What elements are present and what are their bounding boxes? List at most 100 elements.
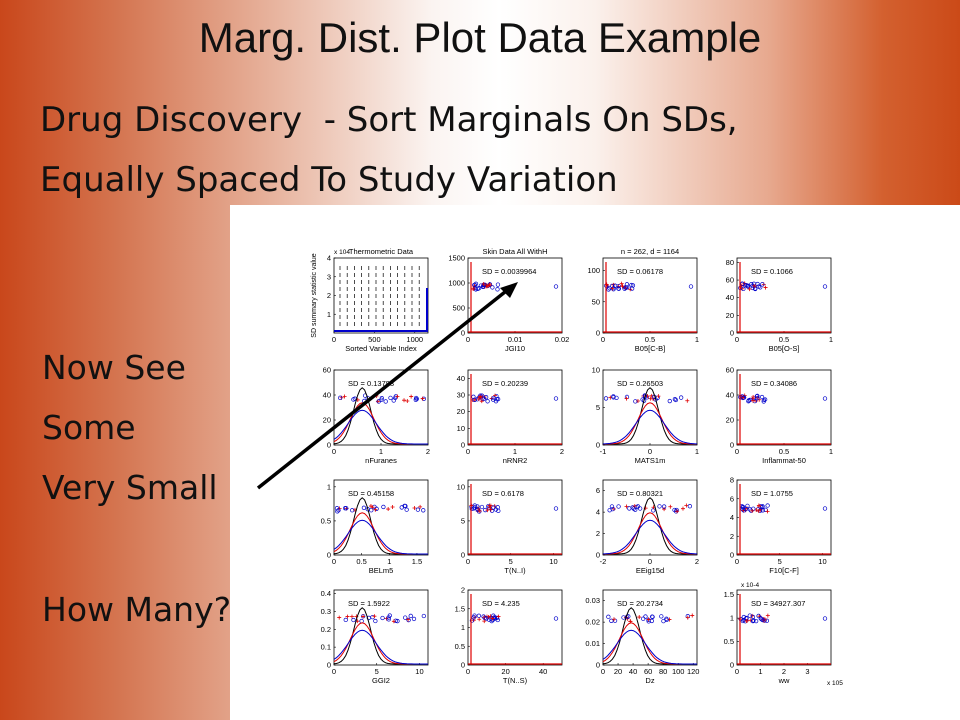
subtitle-line-1: Drug Discovery - Sort Marginals On SDs, — [40, 100, 738, 140]
y-tick-label: 0.5 — [455, 642, 465, 651]
data-point-plus — [405, 398, 410, 403]
data-point-circle — [741, 505, 746, 510]
sd-annotation: SD = 0.34086 — [751, 379, 797, 388]
subplot-title: n = 262, d = 1164 — [621, 247, 679, 256]
data-point-plus — [624, 396, 629, 401]
data-point-circle — [622, 286, 627, 291]
subplot-15: 0 20 40 60 80 100 120 0 0.01 0.02 0.03 Dz SD = 20.27… — [585, 589, 699, 685]
data-point-circle — [491, 505, 496, 510]
data-point-circle — [471, 506, 476, 511]
data-point-circle — [610, 506, 615, 512]
sd-annotation: SD = 4.235 — [482, 599, 520, 608]
x-axis-label: Dz — [645, 676, 654, 685]
data-point-plus — [765, 613, 770, 618]
y-tick-label: 1 — [327, 310, 331, 319]
x-tick-label: 0 — [648, 557, 652, 566]
sd-annotation: SD = 0.6178 — [482, 489, 524, 498]
data-point-plus — [635, 399, 640, 404]
y-tick-label: 8 — [730, 476, 734, 485]
data-point-outlier — [553, 396, 559, 401]
data-point-circle — [381, 504, 386, 510]
data-point-circle — [606, 287, 611, 292]
data-point-circle — [482, 282, 487, 288]
data-point-plus — [496, 614, 501, 619]
x-axis-label: JGI10 — [505, 344, 525, 353]
sd-annotation: SD = 34927.307 — [751, 599, 805, 608]
data-point-circle — [473, 281, 479, 286]
x-tick-label: 1.5 — [412, 557, 422, 566]
data-point-circle — [755, 395, 760, 401]
data-point-plus — [632, 504, 637, 509]
x-axis-label: BELm5 — [369, 566, 394, 575]
subplot-2: 0 0.01 0.02 0 500 1000 1500 JGI10 Skin Data All … — [448, 247, 569, 353]
sd-annotation: SD = 0.20239 — [482, 379, 528, 388]
data-point-circle — [403, 503, 408, 509]
data-point-circle — [650, 614, 655, 619]
data-point-plus — [656, 394, 661, 399]
data-point-plus — [690, 613, 695, 618]
data-point-circle — [659, 614, 664, 619]
x-axis-label: ww — [778, 676, 790, 685]
data-point-circle — [756, 613, 761, 619]
y-tick-label: 0 — [327, 551, 331, 560]
x-axis-label: nFuranes — [365, 456, 397, 465]
data-point-circle — [415, 507, 421, 512]
data-point-circle — [745, 503, 750, 508]
data-point-circle — [413, 397, 418, 402]
data-point-plus — [472, 397, 477, 402]
y-tick-label: 100 — [587, 266, 600, 275]
data-point-circle — [672, 397, 678, 402]
data-point-circle — [762, 397, 768, 402]
data-point-plus — [486, 283, 491, 288]
x-tick-label: 0 — [466, 557, 470, 566]
y-tick-label: 500 — [452, 304, 465, 313]
data-point-circle — [337, 395, 343, 400]
pointer-arrow — [256, 282, 518, 490]
data-point-plus — [680, 506, 685, 511]
x-tick-label: 0 — [735, 447, 739, 456]
data-point-plus — [481, 282, 486, 287]
data-point-circle — [741, 286, 746, 292]
x-tick-label: 2 — [426, 447, 430, 456]
x-tick-label: 1 — [829, 447, 833, 456]
data-point-plus — [349, 614, 354, 619]
x-tick-label: 60 — [644, 667, 652, 676]
y-tick-label: 60 — [726, 366, 734, 375]
y-tick-label: 0.03 — [585, 596, 600, 605]
subtitle-part-b: - Sort Marginals On SDs, — [323, 100, 738, 140]
y-tick-label: 40 — [726, 293, 734, 302]
x-tick-label: 0 — [332, 667, 336, 676]
data-point-plus — [409, 394, 414, 399]
data-point-plus — [488, 505, 493, 510]
data-point-plus — [620, 284, 625, 289]
y-tick-label: 30 — [457, 391, 465, 400]
y-tick-label: 0.4 — [321, 589, 331, 598]
data-point-plus — [750, 508, 755, 513]
y-axis-label: SD summary statistic value — [311, 253, 318, 338]
y-tick-label: 1 — [461, 623, 465, 632]
y-tick-label: 0 — [730, 329, 734, 338]
y-tick-label: 6 — [730, 494, 734, 503]
data-point-plus — [487, 283, 492, 288]
data-point-circle — [472, 505, 477, 510]
subplot-frame — [736, 369, 832, 446]
data-point-plus — [667, 617, 672, 622]
data-point-circle — [495, 287, 500, 292]
data-point-outlier — [553, 506, 559, 511]
data-point-plus — [646, 617, 651, 622]
data-point-circle — [413, 395, 419, 401]
density-curve-red — [603, 512, 697, 555]
data-point-circle — [336, 508, 341, 513]
data-point-plus — [619, 281, 624, 286]
data-point-circle — [475, 286, 480, 291]
data-point-plus — [390, 504, 395, 509]
sd-annotation: SD = 1.5922 — [348, 599, 390, 608]
y-tick-label: 40 — [457, 374, 465, 383]
subplot-frame — [467, 589, 563, 666]
data-point-plus — [420, 396, 425, 401]
x-tick-label: 40 — [539, 667, 547, 676]
data-point-plus — [750, 398, 755, 403]
data-point-circle — [406, 617, 411, 623]
y-tick-label: 10 — [457, 482, 465, 491]
